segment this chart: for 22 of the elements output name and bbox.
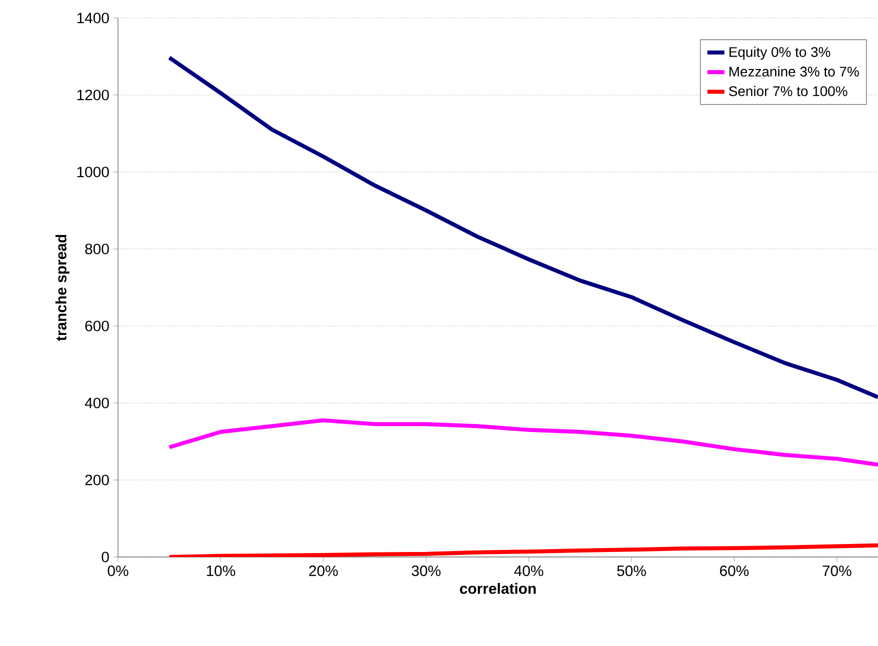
x-tick-label: 30% <box>412 566 441 576</box>
legend-label: Senior 7% to 100% <box>729 86 848 96</box>
x-tick-label: 0% <box>108 566 128 576</box>
y-tick-label: 600 <box>85 320 109 332</box>
y-axis-title: tranche spread <box>55 234 70 341</box>
legend-label: Equity 0% to 3% <box>730 46 830 60</box>
x-tick-label: 20% <box>309 566 338 576</box>
y-tick-label: 800 <box>85 244 109 254</box>
x-tick-label: 40% <box>514 566 544 576</box>
y-tick-label: 1400 <box>77 12 109 24</box>
y-tick-label: 1000 <box>77 166 109 178</box>
y-tick-label: 1200 <box>77 90 109 100</box>
x-tick-label: 60% <box>720 566 749 576</box>
legend-label: Mezzanine 3% to 7% <box>730 66 859 77</box>
x-tick-label: 10% <box>206 566 236 576</box>
x-tick-label: 50% <box>617 566 646 576</box>
y-tick-label: 0 <box>102 552 109 562</box>
x-axis-title: correlation <box>460 582 536 594</box>
line-series <box>167 418 878 467</box>
y-tick-label: 200 <box>85 474 109 486</box>
x-tick-label: 70% <box>822 566 852 576</box>
y-tick-label: 400 <box>84 398 109 408</box>
